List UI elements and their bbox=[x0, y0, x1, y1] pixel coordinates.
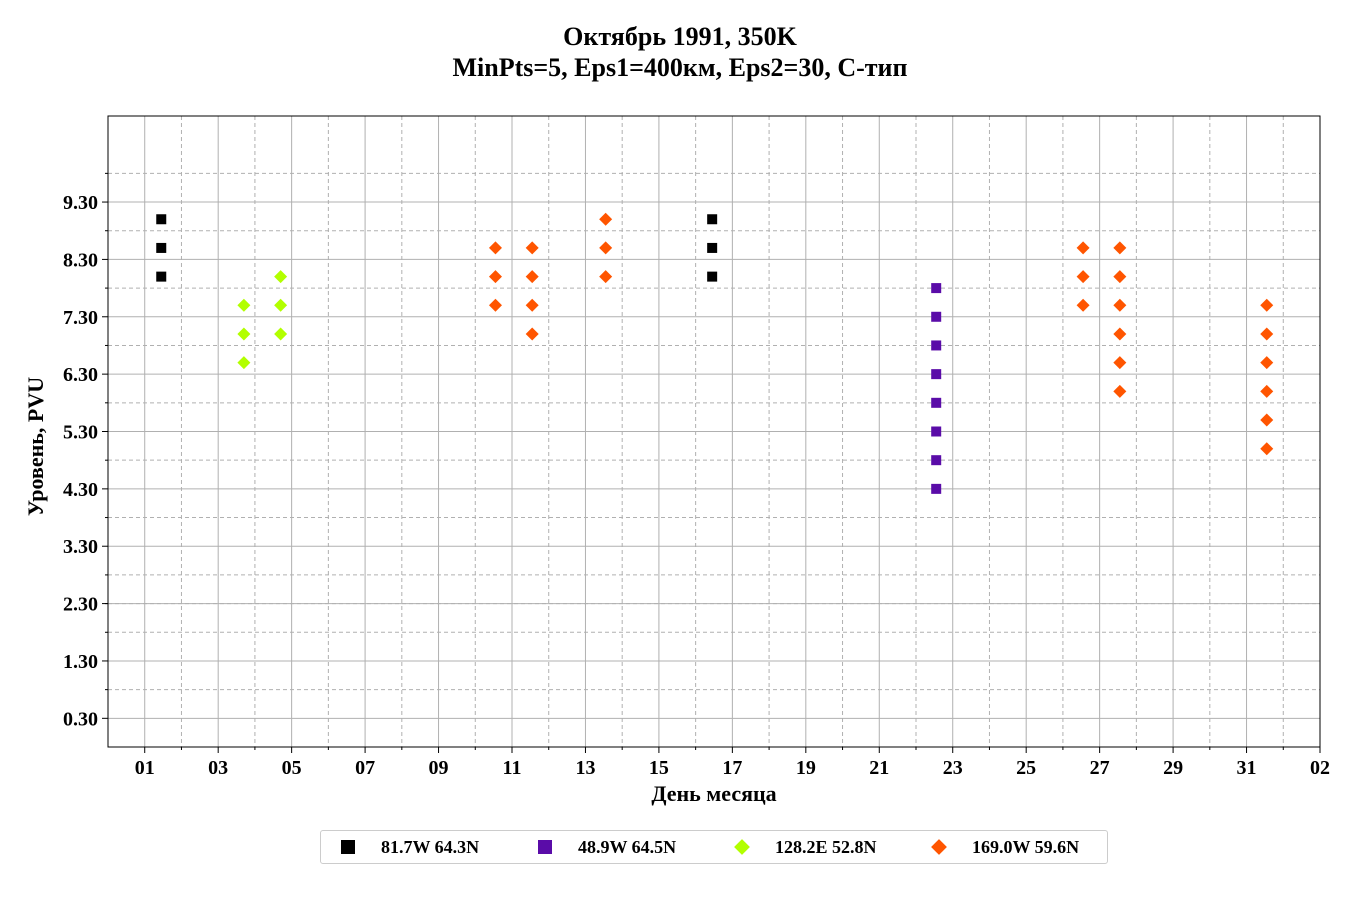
y-axis-label: Уровень, PVU bbox=[23, 377, 48, 516]
data-point bbox=[525, 327, 539, 341]
data-point bbox=[488, 270, 502, 284]
data-point bbox=[931, 483, 942, 494]
x-tick-label: 13 bbox=[575, 757, 595, 779]
data-point bbox=[525, 241, 539, 255]
data-point bbox=[237, 356, 251, 370]
chart-subtitle: MinPts=5, Eps1=400км, Eps2=30, С-тип bbox=[452, 53, 908, 82]
y-tick-label: 5.30 bbox=[63, 422, 98, 444]
data-point bbox=[1260, 442, 1274, 456]
data-point bbox=[931, 455, 942, 466]
x-tick-label: 31 bbox=[1237, 757, 1257, 779]
data-point bbox=[707, 271, 718, 282]
y-tick-label: 9.30 bbox=[63, 192, 98, 214]
y-tick-label: 4.30 bbox=[63, 479, 98, 501]
axis-ticks: 01 03 05 07 09 11 13 15 17 19 21 23 25 27 29 31 02 0.30 1.… bbox=[63, 172, 1330, 779]
data-point bbox=[1076, 270, 1090, 284]
data-point bbox=[1076, 298, 1090, 312]
y-tick-label: 3.30 bbox=[63, 536, 98, 558]
diamond-marker-icon bbox=[931, 839, 947, 855]
data-point bbox=[599, 270, 613, 284]
data-point bbox=[931, 397, 942, 408]
data-point bbox=[1113, 241, 1127, 255]
x-tick-label: 03 bbox=[208, 757, 228, 779]
data-point bbox=[931, 311, 942, 322]
legend-item: 128.2E 52.8N bbox=[734, 836, 910, 858]
data-point bbox=[237, 298, 251, 312]
grid bbox=[108, 116, 1321, 747]
legend-label: 169.0W 59.6N bbox=[972, 836, 1080, 857]
data-point bbox=[707, 214, 718, 225]
x-tick-label: 05 bbox=[282, 757, 302, 779]
x-tick-label: 15 bbox=[649, 757, 669, 779]
data-point bbox=[1260, 327, 1274, 341]
x-tick-label: 29 bbox=[1163, 757, 1183, 779]
data-point bbox=[1076, 241, 1090, 255]
x-tick-label: 25 bbox=[1016, 757, 1036, 779]
legend: 81.7W 64.3N 48.9W 64.5N 128.2E 52.8N 169… bbox=[320, 830, 1108, 864]
data-point bbox=[931, 369, 942, 380]
data-point bbox=[931, 340, 942, 351]
x-tick-label: 01 bbox=[135, 757, 155, 779]
data-point bbox=[237, 327, 251, 341]
data-point bbox=[488, 298, 502, 312]
y-tick-label: 6.30 bbox=[63, 364, 98, 386]
x-tick-label: 27 bbox=[1090, 757, 1110, 779]
legend-item: 81.7W 64.3N bbox=[341, 837, 516, 858]
legend-item: 48.9W 64.5N bbox=[538, 837, 713, 858]
legend-label: 128.2E 52.8N bbox=[775, 836, 877, 857]
data-point bbox=[1113, 270, 1127, 284]
data-point bbox=[488, 241, 502, 255]
data-point bbox=[599, 212, 613, 226]
x-axis-label: День месяца bbox=[651, 781, 776, 806]
legend-label: 81.7W 64.3N bbox=[381, 836, 480, 857]
data-point bbox=[1113, 298, 1127, 312]
data-point bbox=[525, 270, 539, 284]
data-point bbox=[599, 241, 613, 255]
x-tick-label: 19 bbox=[796, 757, 816, 779]
legend-item: 169.0W 59.6N bbox=[931, 836, 1107, 858]
x-tick-label: 21 bbox=[869, 757, 889, 779]
y-tick-label: 7.30 bbox=[63, 307, 98, 329]
data-point bbox=[156, 242, 167, 253]
y-tick-label: 0.30 bbox=[63, 708, 98, 730]
square-marker-icon bbox=[538, 840, 552, 854]
square-marker-icon bbox=[341, 840, 355, 854]
data-point bbox=[274, 298, 288, 312]
data-markers bbox=[156, 212, 1274, 494]
data-point bbox=[1260, 356, 1274, 370]
data-point bbox=[931, 426, 942, 437]
diamond-marker-icon bbox=[734, 839, 750, 855]
x-tick-label: 02 bbox=[1310, 757, 1330, 779]
data-point bbox=[274, 327, 288, 341]
data-point bbox=[1260, 384, 1274, 398]
x-tick-label: 23 bbox=[943, 757, 963, 779]
y-tick-label: 2.30 bbox=[63, 594, 98, 616]
y-tick-label: 8.30 bbox=[63, 249, 98, 271]
data-point bbox=[156, 214, 167, 225]
data-point bbox=[156, 271, 167, 282]
data-point bbox=[1113, 384, 1127, 398]
x-tick-label: 07 bbox=[355, 757, 375, 779]
data-point bbox=[1260, 413, 1274, 427]
x-tick-label: 09 bbox=[429, 757, 449, 779]
data-point bbox=[1113, 356, 1127, 370]
data-point bbox=[931, 283, 942, 294]
legend-label: 48.9W 64.5N bbox=[578, 836, 677, 857]
data-point bbox=[707, 242, 718, 253]
data-point bbox=[1113, 327, 1127, 341]
data-point bbox=[1260, 298, 1274, 312]
chart-title: Октябрь 1991, 350K bbox=[563, 22, 797, 51]
y-tick-label: 1.30 bbox=[63, 651, 98, 673]
data-point bbox=[525, 298, 539, 312]
x-tick-label: 11 bbox=[503, 757, 522, 779]
data-point bbox=[274, 270, 288, 284]
x-tick-label: 17 bbox=[722, 757, 742, 779]
